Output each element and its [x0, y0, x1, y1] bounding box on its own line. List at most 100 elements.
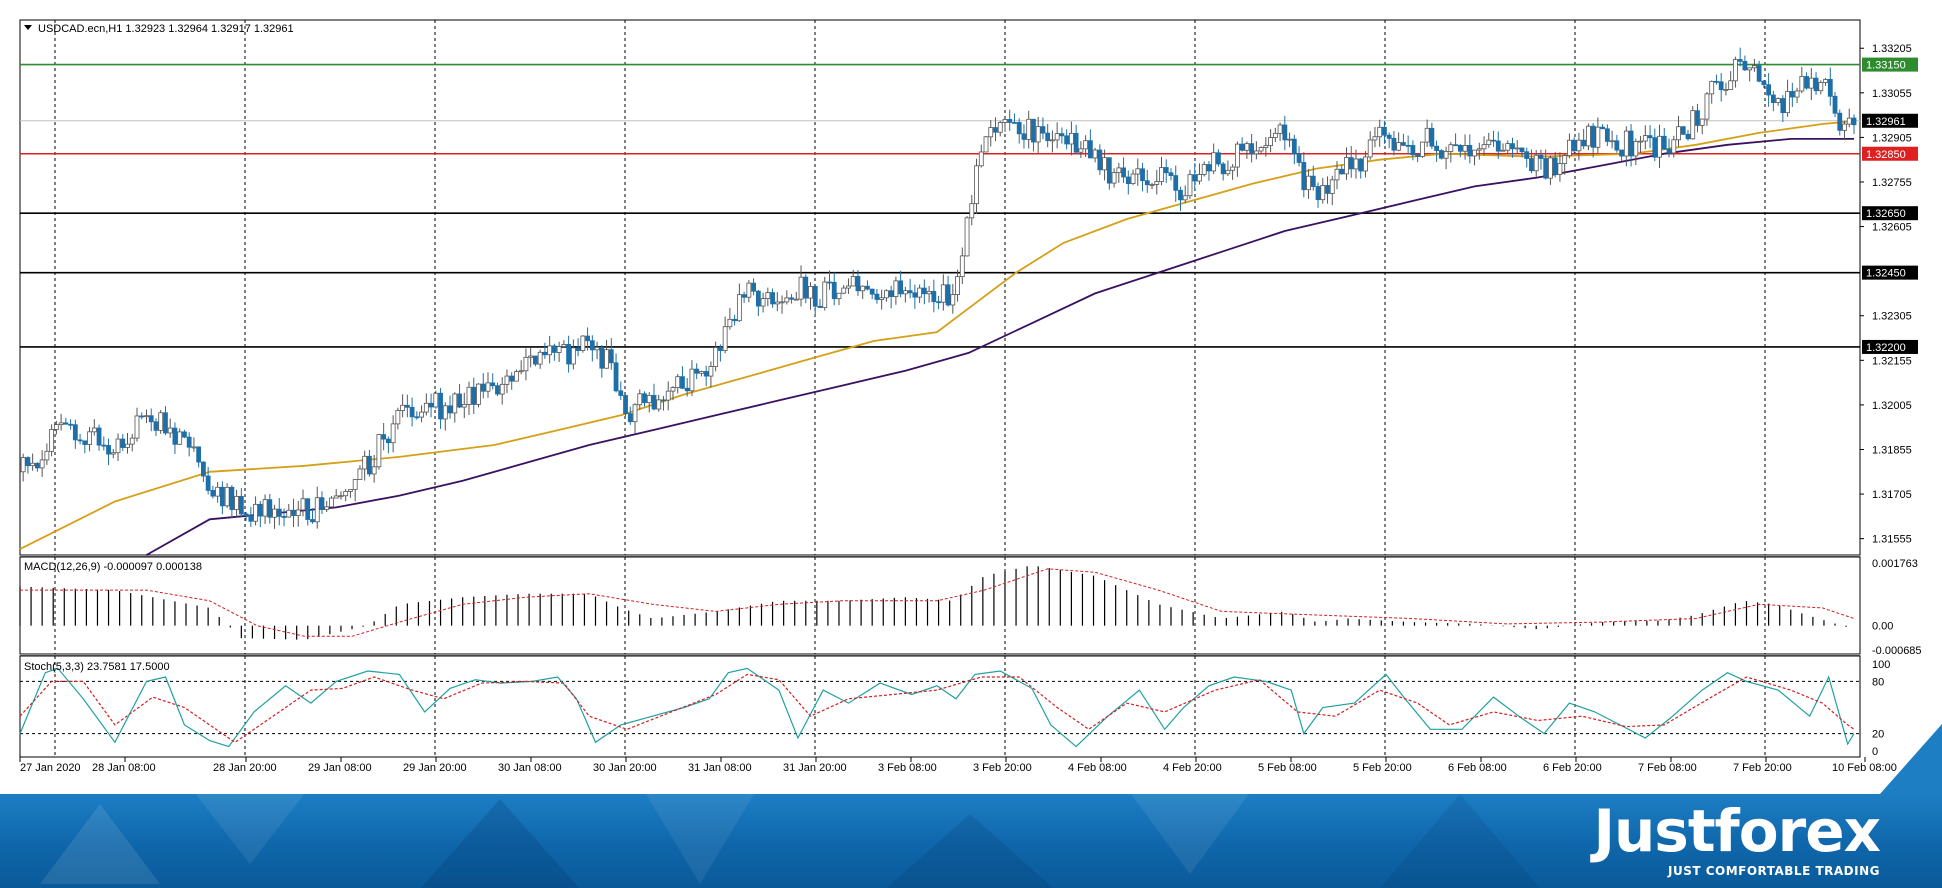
candle-body — [367, 455, 372, 475]
candle-body — [817, 305, 823, 308]
level-label-box — [1862, 57, 1918, 72]
candle-body — [1481, 144, 1487, 150]
candle-body — [1808, 77, 1814, 89]
candle-body — [921, 287, 927, 295]
symbol-dropdown-icon[interactable] — [24, 25, 32, 30]
candle-body — [1068, 132, 1074, 145]
time-axis-label: 28 Jan 08:00 — [92, 762, 156, 774]
candle-body — [936, 301, 941, 304]
candle-body — [404, 404, 410, 408]
candle-body — [461, 404, 467, 408]
candle-body — [955, 276, 960, 295]
candle-body — [1367, 139, 1373, 158]
candle-body — [338, 495, 344, 498]
candle-body — [1510, 143, 1515, 150]
candle-body — [1548, 157, 1553, 179]
candle-body — [1429, 127, 1435, 147]
candle-body — [708, 366, 714, 377]
candle-body — [281, 516, 287, 518]
candle-body — [39, 459, 45, 469]
stochastic-signal-line — [19, 673, 1855, 744]
candle-body — [110, 452, 116, 455]
time-axis-label: 5 Feb 20:00 — [1353, 762, 1412, 774]
candle-body — [997, 122, 1003, 133]
candle-body — [182, 431, 187, 438]
candle-body — [272, 508, 277, 518]
panel-frame — [19, 655, 1861, 758]
candle-body — [1178, 189, 1183, 201]
candle-body — [1770, 94, 1776, 104]
candle-body — [400, 404, 406, 411]
candle-body — [969, 203, 975, 219]
candle-body — [1386, 134, 1392, 139]
level-label: 1.32200 — [1866, 342, 1906, 354]
candle-body — [219, 486, 225, 507]
candle-body — [983, 136, 989, 153]
candle-body — [1310, 175, 1316, 187]
candle-body — [717, 347, 723, 351]
candle-body — [646, 394, 652, 404]
candle-body — [1372, 136, 1378, 141]
candle-body — [1567, 139, 1572, 157]
candle-body — [1339, 168, 1345, 175]
candle-body — [1747, 67, 1753, 71]
time-axis-label: 30 Jan 20:00 — [593, 762, 657, 774]
candle-body — [528, 355, 534, 358]
level-label: 1.32650 — [1866, 208, 1906, 220]
candle-body — [1543, 158, 1549, 179]
price-panel: 1.33205 1.33055 1.32905 1.32755 1.32605 1.323… — [19, 19, 1918, 557]
candle-body — [575, 347, 581, 351]
candle-body — [1239, 143, 1245, 151]
banner-decoration — [1120, 794, 1260, 874]
candle-body — [689, 368, 695, 392]
candle-body — [1424, 127, 1430, 143]
candle-body — [352, 479, 358, 490]
candle-body — [959, 255, 965, 278]
macd-axis-label: 0.00 — [1872, 621, 1893, 633]
banner-decoration — [40, 804, 160, 884]
candle-body — [1125, 176, 1131, 185]
candle-body — [1832, 95, 1838, 114]
candle-body — [1680, 126, 1686, 135]
candle-body — [1614, 140, 1620, 151]
candle-body — [1225, 169, 1231, 175]
candle-body — [305, 498, 311, 520]
candle-body — [428, 402, 434, 408]
candle-body — [1272, 132, 1278, 138]
candle-body — [533, 355, 538, 365]
macd-axis-label: -0.000685 — [1872, 645, 1922, 657]
time-axis-label: 31 Jan 20:00 — [783, 762, 847, 774]
candle-body — [1334, 168, 1340, 181]
brand-name: Justforex — [1593, 797, 1881, 865]
candle-body — [1633, 140, 1639, 157]
current-price-label: 1.32961 — [1866, 116, 1906, 128]
candle-body — [447, 405, 453, 414]
candle-body — [58, 422, 64, 426]
time-axis-label: 3 Feb 20:00 — [973, 762, 1032, 774]
candle-body — [452, 393, 458, 414]
candle-body — [827, 281, 832, 284]
candle-body — [120, 438, 126, 448]
candle-body — [471, 386, 477, 405]
candle-body — [385, 438, 391, 444]
candle-body — [1201, 164, 1207, 175]
candle-body — [1676, 126, 1681, 141]
candle-body — [1263, 145, 1269, 148]
candle-body — [879, 297, 885, 300]
candle-body — [1472, 149, 1477, 157]
candle-body — [978, 151, 984, 167]
candle-body — [72, 424, 78, 441]
candle-body — [1804, 76, 1809, 89]
candle-body — [1287, 138, 1292, 141]
candle-body — [419, 411, 424, 418]
candle-body — [1467, 145, 1473, 157]
stochastic-panel-title: Stoch(5,3,3) 23.7581 17.5000 — [24, 661, 170, 673]
candle-body — [1192, 174, 1198, 182]
footer-banner — [0, 794, 1942, 888]
candle-body — [1097, 149, 1103, 171]
candle-body — [1206, 164, 1212, 172]
level-label-box — [1862, 265, 1918, 280]
candle-body — [1751, 65, 1757, 69]
level-label: 1.32850 — [1866, 149, 1906, 161]
candle-body — [637, 393, 643, 406]
